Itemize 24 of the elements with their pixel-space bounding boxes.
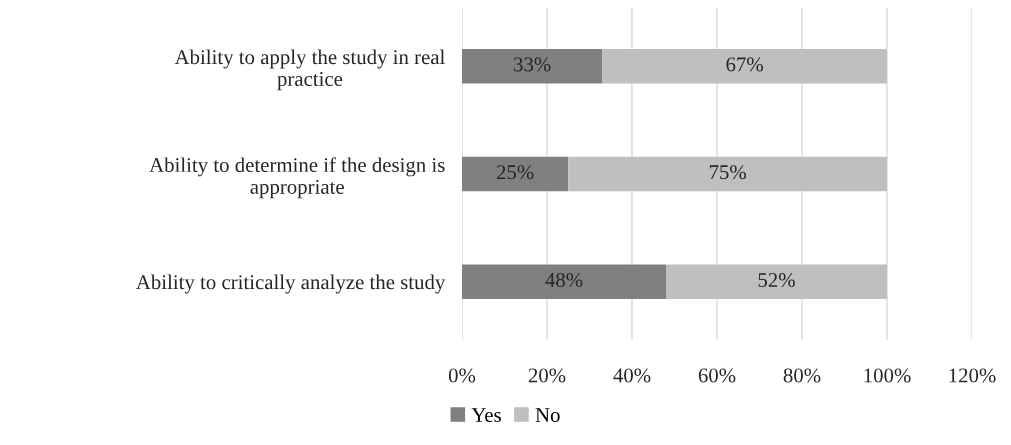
bar: [462, 264, 666, 300]
x-tick-label: 60%: [698, 368, 736, 383]
data-label: 75%: [709, 165, 747, 180]
data-label: 52%: [758, 272, 795, 288]
bar: [602, 48, 887, 84]
legend-label: Yes: [471, 408, 501, 423]
x-tick-label: 20%: [528, 368, 566, 383]
data-label: 25%: [496, 165, 534, 180]
x-tick-label: 40%: [613, 368, 651, 383]
bar: [462, 156, 569, 192]
data-label: 48%: [545, 272, 583, 288]
x-tick-label: 80%: [783, 368, 821, 383]
x-tick-label: 120%: [949, 368, 996, 383]
y-tick-label: Ability to determine if the design is appropriate: [149, 157, 445, 199]
bar: [462, 48, 603, 84]
data-label: 33%: [514, 57, 551, 72]
legend-label: No: [535, 408, 560, 423]
x-tick-label: 100%: [864, 368, 911, 383]
y-tick-label: Ability to apply the study in real practice: [174, 49, 445, 91]
y-tick-label: Ability to critically analyze the study: [136, 274, 446, 294]
bar: [666, 264, 887, 300]
bar: [568, 156, 887, 192]
data-label: 67%: [726, 57, 764, 72]
x-tick-label: 0%: [448, 368, 476, 383]
